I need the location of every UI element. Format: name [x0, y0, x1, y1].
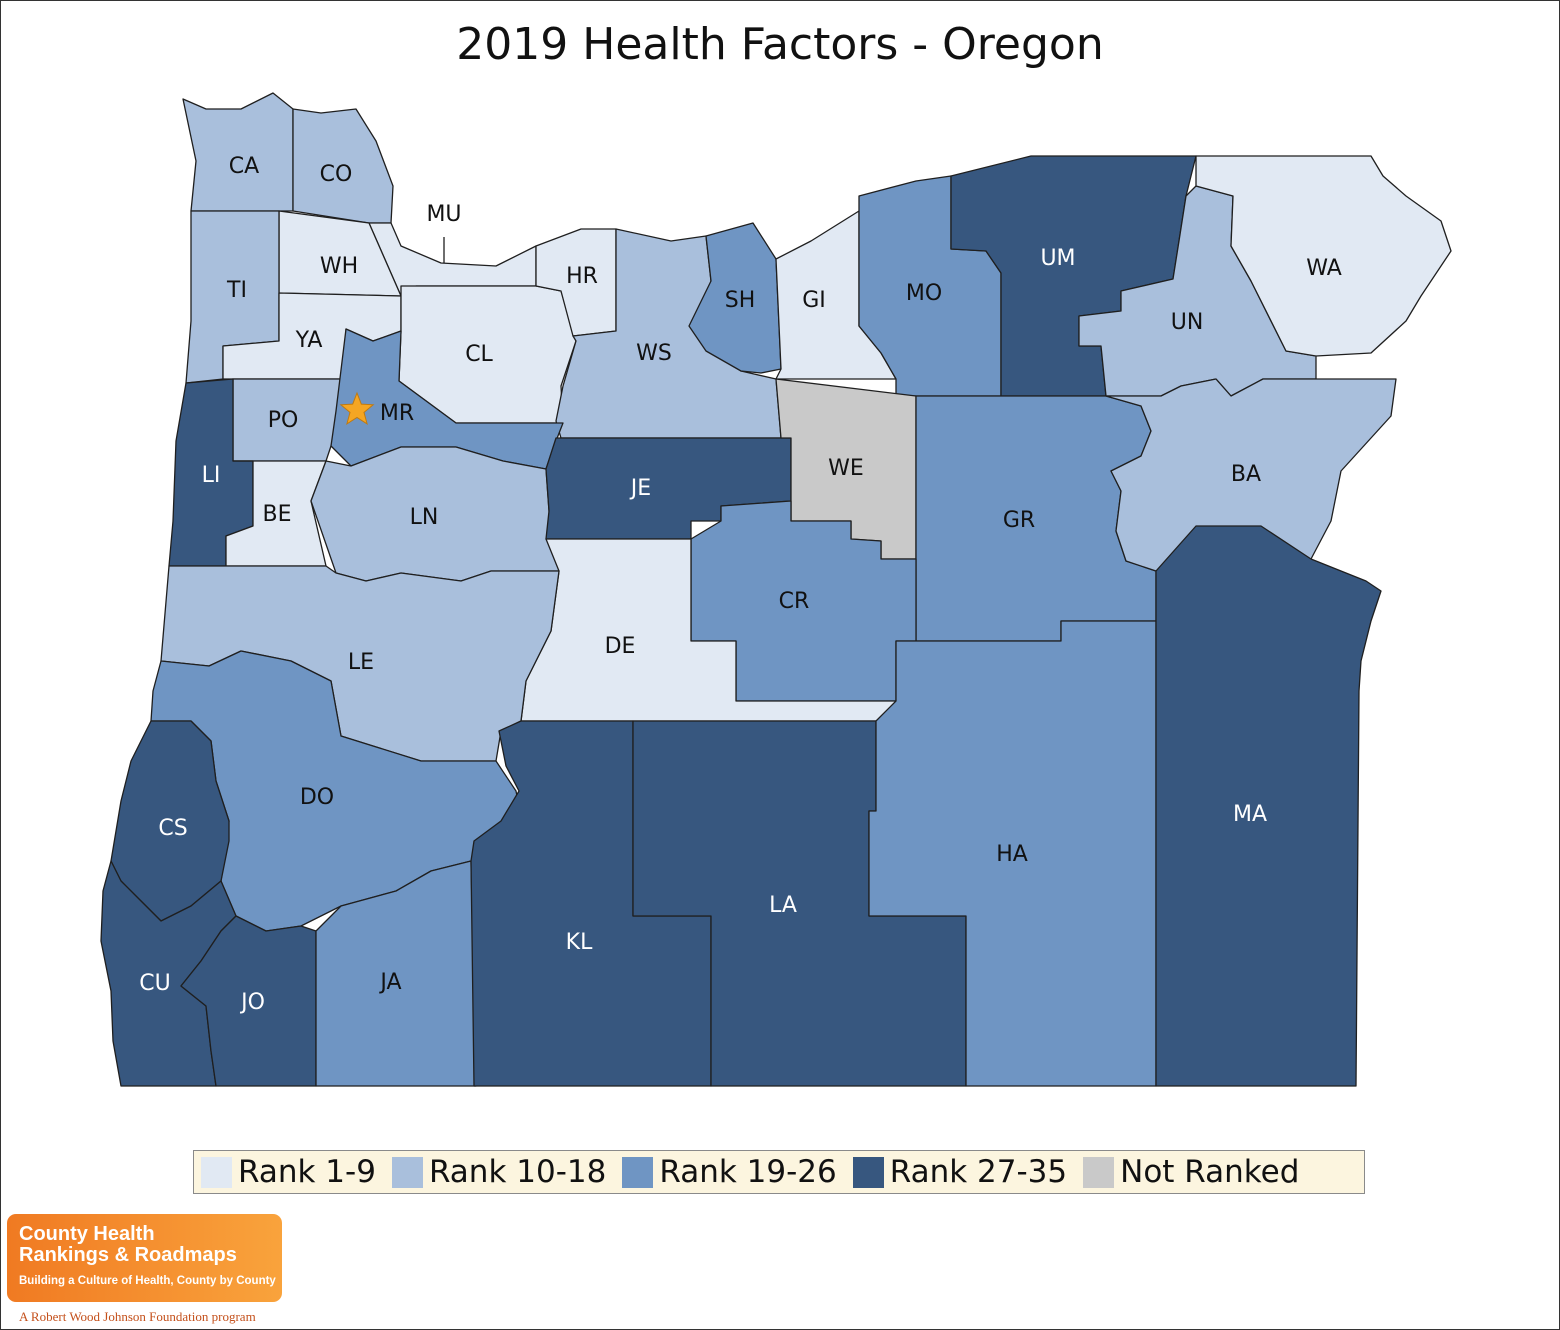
county-label-kl: KL: [566, 930, 593, 955]
county-label-cs: CS: [158, 816, 187, 841]
legend-swatch: [1083, 1156, 1115, 1188]
county-label-je: JE: [629, 476, 651, 501]
county-label-ha: HA: [996, 842, 1028, 867]
county-label-be: BE: [263, 502, 292, 527]
county-label-ca: CA: [229, 154, 259, 179]
county-ja[interactable]: [315, 860, 477, 1087]
legend: Rank 1-9 Rank 10-18 Rank 19-26 Rank 27-35 No…: [193, 1150, 1365, 1194]
county-label-li: LI: [202, 463, 221, 488]
logo-line-1: County Health: [19, 1223, 155, 1245]
county-label-do: DO: [300, 785, 334, 810]
star-icon: [339, 391, 375, 426]
map-title: 2019 Health Factors - Oregon: [456, 19, 1104, 70]
legend-item-4: Rank 27-35: [852, 1154, 1068, 1190]
county-label-ba: BA: [1231, 462, 1261, 487]
county-label-ja: JA: [378, 970, 401, 995]
county-label-jo: JO: [239, 990, 265, 1015]
county-label-mu: MU: [426, 202, 461, 227]
county-label-le: LE: [348, 650, 374, 675]
logo-line-2: Rankings & Roadmaps: [19, 1244, 237, 1266]
county-label-un: UN: [1171, 310, 1204, 335]
county-label-sh: SH: [725, 288, 756, 313]
county-label-co: CO: [320, 162, 353, 187]
legend-label: Rank 10-18: [428, 1154, 607, 1190]
county-label-um: UM: [1040, 246, 1075, 271]
legend-label: Rank 1-9: [238, 1154, 376, 1190]
oregon-county-map: CA CO MU WH TI YA CL HR WS SH GI MO UM UN WA PO MR LI BE LN…: [100, 92, 1452, 1087]
county-co[interactable]: [292, 108, 394, 224]
legend-label: Rank 19-26: [659, 1154, 837, 1190]
county-label-cl: CL: [465, 342, 493, 367]
legend-item-1: Rank 1-9: [201, 1154, 376, 1190]
county-label-po: PO: [268, 408, 299, 433]
legend-swatch: [852, 1156, 884, 1188]
footer-credit: A Robert Wood Johnson Foundation program: [19, 1309, 256, 1324]
logo-tagline: Building a Culture of Health, County by …: [19, 1275, 276, 1287]
legend-label: Rank 27-35: [889, 1154, 1068, 1190]
county-jo[interactable]: [180, 915, 317, 1087]
county-label-de: DE: [605, 634, 636, 659]
county-label-wa: WA: [1306, 256, 1342, 281]
county-label-mo: MO: [906, 281, 942, 306]
county-label-gi: GI: [802, 288, 826, 313]
county-ma[interactable]: [1155, 525, 1382, 1087]
county-label-gr: GR: [1003, 508, 1035, 533]
county-label-wh: WH: [320, 254, 358, 279]
legend-item-3: Rank 19-26: [622, 1154, 837, 1190]
county-ba[interactable]: [1105, 378, 1397, 572]
county-label-mr: MR: [380, 401, 414, 426]
county-health-rankings-logo: County Health Rankings & Roadmaps Buildi…: [7, 1214, 282, 1302]
county-label-hr: HR: [566, 264, 598, 289]
county-sh[interactable]: [688, 222, 782, 374]
legend-swatch: [622, 1156, 654, 1188]
logo-title: County Health Rankings & Roadmaps: [19, 1224, 237, 1266]
legend-swatch: [201, 1156, 232, 1188]
legend-label: Not Ranked: [1120, 1154, 1300, 1190]
legend-swatch: [391, 1156, 423, 1188]
legend-item-2: Rank 10-18: [391, 1154, 607, 1190]
county-label-ws: WS: [636, 341, 672, 366]
county-label-la: LA: [769, 893, 797, 918]
county-label-ya: YA: [295, 328, 323, 353]
county-label-ln: LN: [410, 505, 439, 530]
county-label-cr: CR: [779, 589, 810, 614]
county-label-ti: TI: [226, 278, 247, 303]
county-wa[interactable]: [1195, 155, 1452, 357]
legend-item-5: Not Ranked: [1083, 1154, 1299, 1190]
county-label-ma: MA: [1233, 802, 1267, 827]
county-label-cu: CU: [139, 971, 170, 996]
county-label-we: WE: [828, 456, 864, 481]
county-ca[interactable]: [182, 92, 294, 212]
